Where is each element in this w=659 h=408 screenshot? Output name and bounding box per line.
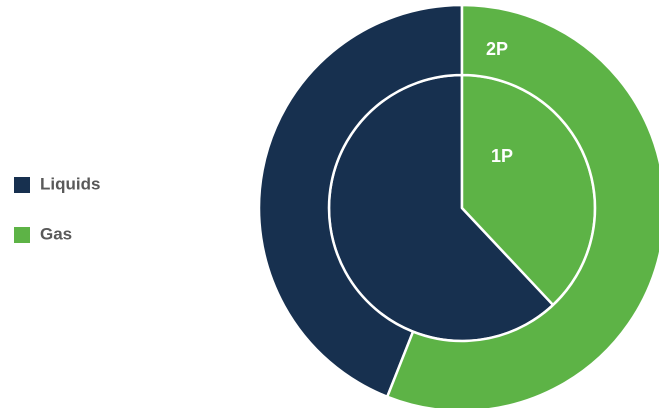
legend-swatch <box>14 227 30 243</box>
series-label: 1P <box>491 146 513 166</box>
legend-label: Gas <box>40 224 72 243</box>
legend-label: Liquids <box>40 174 100 193</box>
series-label: 2P <box>486 39 508 59</box>
slice <box>386 3 659 408</box>
slice <box>257 3 464 398</box>
legend-swatch <box>14 177 30 193</box>
